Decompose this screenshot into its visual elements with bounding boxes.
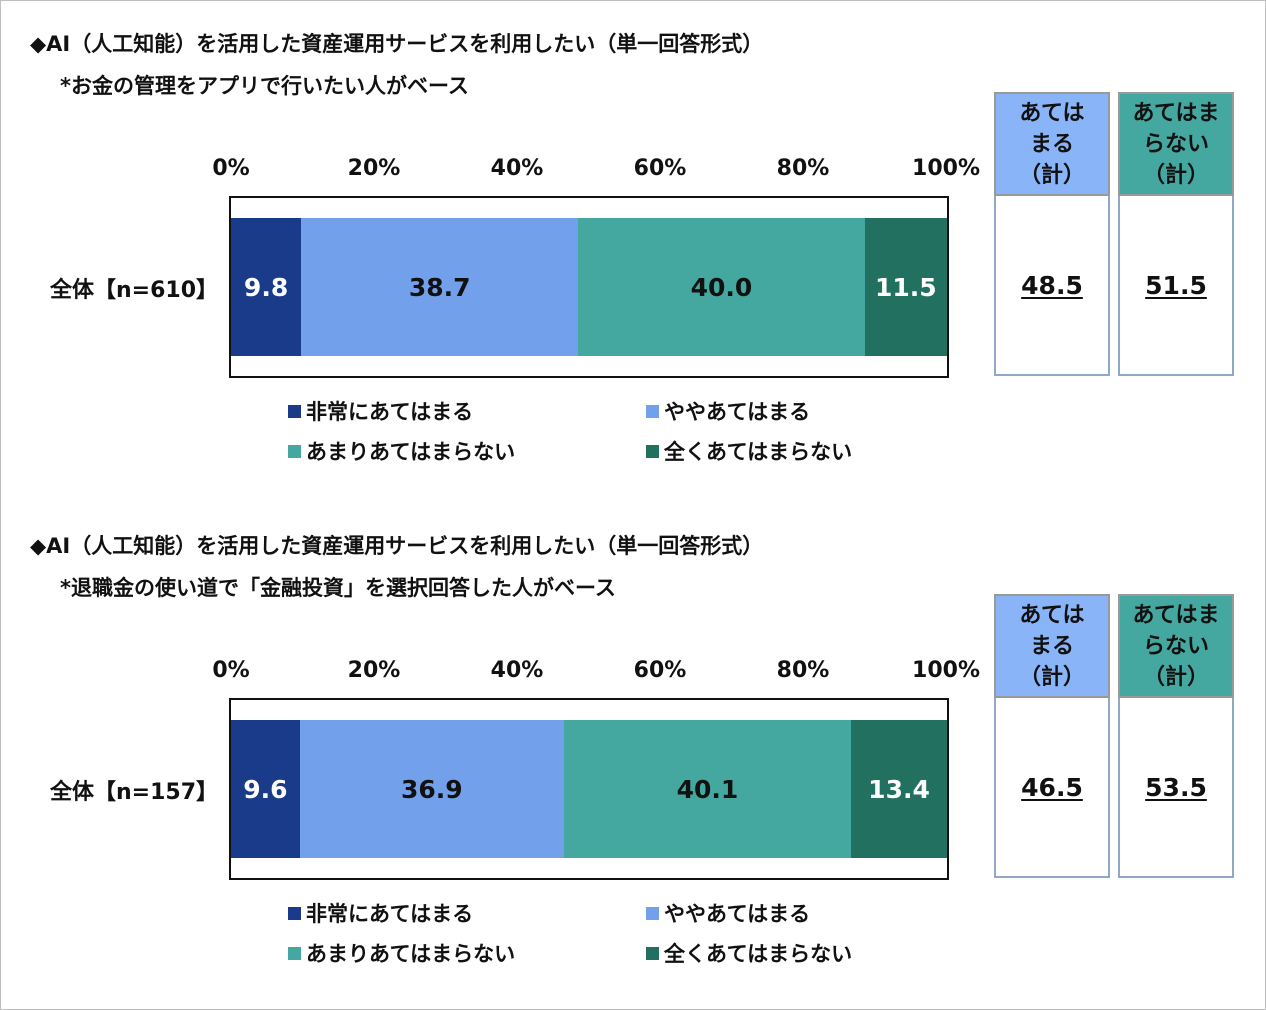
x-tick-label: 60% (633, 156, 687, 181)
legend-swatch (646, 404, 659, 418)
row-label: 全体【n=157】 (50, 780, 219, 805)
legend-item: 全くあてはまらない (646, 938, 852, 968)
not-applies-total-cell: 51.5 (1118, 196, 1234, 376)
legend-label: あまりあてはまらない (306, 942, 516, 966)
legend-swatch (288, 906, 301, 920)
legend-swatch (646, 444, 659, 458)
x-tick-label: 20% (347, 156, 401, 181)
bar-segment-somewhat-applies: 38.7 (301, 218, 579, 356)
data-label: 36.9 (400, 774, 463, 804)
bar-segment-somewhat-applies: 36.9 (299, 720, 564, 858)
legend-swatch (646, 906, 659, 920)
x-tick-label: 80% (776, 156, 830, 181)
row-label: 全体【n=610】 (50, 278, 219, 303)
applies-total-cell: 46.5 (994, 698, 1110, 878)
legend-item: 非常にあてはまる (288, 396, 473, 426)
x-tick-label: 100% (912, 156, 980, 181)
x-tick-label: 100% (912, 658, 980, 683)
legend-item: 全くあてはまらない (646, 436, 852, 466)
chart-panel-2: ◆AI（人工知能）を活用した資産運用サービスを利用したい（単一回答形式） *退職… (0, 502, 1266, 972)
not-applies-total-cell: 53.5 (1118, 698, 1234, 878)
legend-swatch (646, 946, 659, 960)
applies-total-value: 48.5 (1021, 270, 1083, 300)
not-applies-total-header: あてはま らない （計） (1118, 594, 1234, 698)
x-tick-label: 80% (776, 658, 830, 683)
chart-panel-1: ◆AI（人工知能）を活用した資産運用サービスを利用したい（単一回答形式） *お金… (0, 0, 1266, 470)
chart-title: ◆AI（人工知能）を活用した資産運用サービスを利用したい（単一回答形式） (30, 32, 764, 56)
legend-swatch (288, 404, 301, 418)
data-label: 9.6 (243, 774, 288, 804)
data-label: 13.4 (868, 774, 930, 804)
bar-segment-not-much: 40.1 (563, 720, 852, 858)
x-tick-label: 40% (490, 658, 544, 683)
x-tick-label: 20% (347, 658, 401, 683)
legend-label: ややあてはまる (664, 400, 811, 424)
bar-segment-very-applies: 9.6 (231, 720, 300, 858)
stacked-bar: 9.6 36.9 40.1 13.4 (229, 698, 949, 880)
legend-swatch (288, 444, 301, 458)
legend-label: 非常にあてはまる (306, 400, 474, 424)
x-tick-label: 0% (212, 658, 250, 683)
legend-item: あまりあてはまらない (288, 938, 515, 968)
chart-subtitle: *お金の管理をアプリで行いたい人がベース (60, 74, 469, 98)
bar-segment-very-applies: 9.8 (231, 218, 302, 356)
legend-label: 非常にあてはまる (306, 902, 474, 926)
x-tick-label: 60% (633, 658, 687, 683)
applies-total-value: 46.5 (1021, 772, 1083, 802)
bar-segment-not-much: 40.0 (578, 218, 865, 356)
legend-label: ややあてはまる (664, 902, 811, 926)
legend-item: ややあてはまる (646, 396, 810, 426)
data-label: 40.0 (690, 272, 753, 302)
not-applies-total-value: 53.5 (1145, 772, 1207, 802)
data-label: 9.8 (243, 272, 289, 302)
legend-swatch (288, 946, 301, 960)
applies-total-header: あては まる （計） (994, 92, 1110, 196)
x-tick-label: 0% (212, 156, 250, 181)
not-applies-total-value: 51.5 (1145, 270, 1207, 300)
chart-subtitle: *退職金の使い道で「金融投資」を選択回答した人がベース (60, 576, 616, 600)
stacked-bar: 9.8 38.7 40.0 11.5 (229, 196, 949, 378)
legend-item: ややあてはまる (646, 898, 810, 928)
data-label: 38.7 (408, 272, 471, 302)
applies-total-header: あては まる （計） (994, 594, 1110, 698)
applies-total-cell: 48.5 (994, 196, 1110, 376)
data-label: 11.5 (874, 272, 937, 302)
legend-item: あまりあてはまらない (288, 436, 515, 466)
legend-item: 非常にあてはまる (288, 898, 473, 928)
not-applies-total-header: あてはま らない （計） (1118, 92, 1234, 196)
bar-segment-not-at-all: 13.4 (851, 720, 947, 858)
data-label: 40.1 (676, 774, 739, 804)
legend-label: 全くあてはまらない (664, 440, 853, 464)
chart-title: ◆AI（人工知能）を活用した資産運用サービスを利用したい（単一回答形式） (30, 534, 764, 558)
bar-segment-not-at-all: 11.5 (864, 218, 947, 356)
legend-label: 全くあてはまらない (664, 942, 853, 966)
legend-label: あまりあてはまらない (306, 440, 516, 464)
x-tick-label: 40% (490, 156, 544, 181)
